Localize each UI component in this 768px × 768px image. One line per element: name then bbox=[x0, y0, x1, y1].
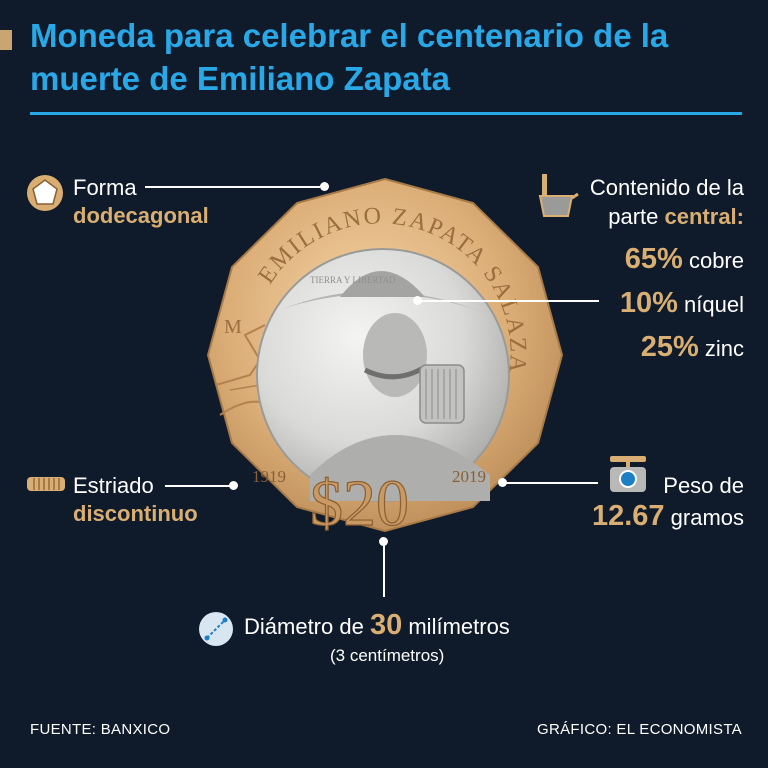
diameter-ruler-icon bbox=[199, 612, 233, 646]
content-item-nickel: 10% níquel bbox=[619, 287, 744, 319]
coin-mint-mark: M bbox=[224, 316, 242, 338]
crucible-icon bbox=[538, 174, 579, 217]
edge-value: discontinuo bbox=[73, 501, 198, 526]
diameter-note: (3 centímetros) bbox=[330, 646, 445, 665]
content-leader-line bbox=[421, 300, 599, 302]
weight-value: 12.67 bbox=[591, 500, 665, 532]
shape-value: dodecagonal bbox=[73, 203, 209, 228]
content-pct: 65% bbox=[624, 243, 683, 275]
page-title: Moneda para celebrar el centenario de la… bbox=[30, 17, 669, 97]
shape-label: Forma bbox=[73, 175, 137, 200]
shape-leader-dot bbox=[320, 182, 329, 191]
content-metal: zinc bbox=[704, 336, 744, 361]
content-label-line2: parte central: bbox=[608, 203, 744, 230]
diameter-row: Diámetro de 30 milímetros bbox=[244, 609, 510, 641]
content-label-line1: Contenido de la bbox=[589, 175, 744, 200]
content-metal: cobre bbox=[688, 248, 744, 273]
footer-credit: GRÁFICO: EL ECONOMISTA bbox=[537, 721, 742, 738]
weight-label: Peso de bbox=[663, 473, 744, 498]
title-divider bbox=[30, 112, 742, 115]
weight-value-row: 12.67 gramos bbox=[591, 500, 744, 532]
shape-leader-line bbox=[145, 186, 320, 188]
coin-illustration: EMILIANO ZAPATA SALAZAR TIERRA Y LIBERTA… bbox=[190, 175, 564, 541]
weight-unit: gramos bbox=[670, 505, 744, 530]
content-label-mid: parte bbox=[608, 204, 659, 229]
scale-icon bbox=[610, 456, 646, 492]
content-label-bold: central: bbox=[664, 204, 744, 229]
content-leader-dot bbox=[413, 296, 422, 305]
weight-leader-line bbox=[506, 482, 598, 484]
edge-leader-dot bbox=[229, 481, 238, 490]
coin-year-right: 2019 bbox=[452, 467, 486, 486]
diameter-leader-dot bbox=[379, 537, 388, 546]
edge-reeding-icon bbox=[27, 477, 65, 491]
diameter-label: Diámetro de bbox=[244, 614, 364, 639]
edge-label: Estriado bbox=[73, 473, 154, 498]
diameter-leader-line bbox=[383, 545, 385, 597]
content-metal: níquel bbox=[684, 292, 744, 317]
coin-year-left: 1919 bbox=[252, 467, 286, 486]
footer-source: FUENTE: BANXICO bbox=[30, 721, 171, 738]
diameter-unit: milímetros bbox=[408, 614, 510, 639]
content-pct: 10% bbox=[619, 287, 678, 319]
edge-leader-line bbox=[165, 485, 230, 487]
weight-leader-dot bbox=[498, 478, 507, 487]
dodecagon-icon bbox=[27, 175, 63, 211]
coin-denomination: $20 bbox=[310, 467, 409, 540]
content-pct: 25% bbox=[640, 331, 699, 363]
content-item-copper: 65% cobre bbox=[624, 243, 744, 275]
content-item-zinc: 25% zinc bbox=[640, 331, 744, 363]
diameter-value: 30 bbox=[369, 609, 403, 641]
coin-motto-engraving: TIERRA Y LIBERTAD bbox=[310, 275, 396, 285]
title-accent-mark bbox=[0, 30, 12, 50]
